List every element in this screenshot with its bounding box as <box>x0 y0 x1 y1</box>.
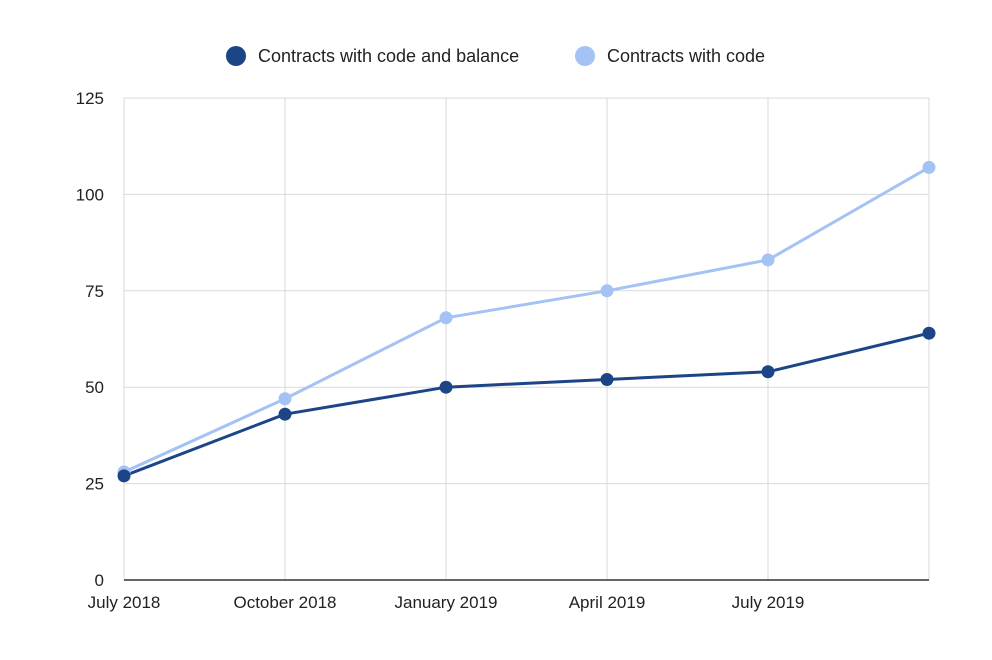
data-point-series-2 <box>922 160 936 174</box>
data-point-series-2 <box>761 253 775 267</box>
series-points <box>117 160 936 483</box>
legend-label-series-2: Contracts with code <box>607 46 765 66</box>
data-point-series-2 <box>278 392 292 406</box>
data-point-series-1 <box>600 372 614 386</box>
legend-marker-series-1 <box>226 46 246 66</box>
x-tick-label: January 2019 <box>394 593 497 612</box>
data-point-series-1 <box>439 380 453 394</box>
data-point-series-1 <box>761 365 775 379</box>
data-point-series-2 <box>600 284 614 298</box>
x-tick-label: July 2019 <box>732 593 805 612</box>
x-tick-label: April 2019 <box>569 593 646 612</box>
axes: 0 25 50 75 100 125 July 2018 October 2018 Januar… <box>76 89 929 612</box>
series-line-1 <box>122 331 931 478</box>
y-tick-label: 0 <box>95 571 104 590</box>
y-tick-label: 25 <box>85 475 104 494</box>
y-tick-label: 100 <box>76 185 104 204</box>
x-tick-label: October 2018 <box>233 593 336 612</box>
series-lines <box>122 165 931 478</box>
y-tick-label: 75 <box>85 282 104 301</box>
data-point-series-1 <box>278 407 292 421</box>
legend-marker-series-2 <box>575 46 595 66</box>
data-point-series-2 <box>439 311 453 325</box>
legend: Contracts with code and balance Contract… <box>226 46 765 66</box>
y-tick-label: 50 <box>85 378 104 397</box>
legend-label-series-1: Contracts with code and balance <box>258 46 519 66</box>
gridlines <box>123 97 930 580</box>
series-line-2 <box>122 165 931 474</box>
x-tick-label: July 2018 <box>88 593 161 612</box>
data-point-series-1 <box>117 469 131 483</box>
data-point-series-1 <box>922 326 936 340</box>
y-tick-label: 125 <box>76 89 104 108</box>
